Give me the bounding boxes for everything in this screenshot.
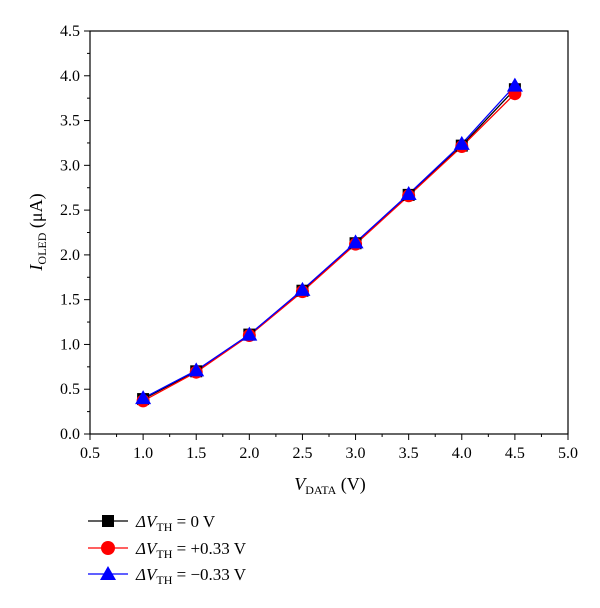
x-tick-label: 3.0 xyxy=(346,445,366,462)
y-tick-label: 4.5 xyxy=(60,23,80,40)
y-tick-label: 3.5 xyxy=(60,113,80,130)
x-axis-title-sub: DATA xyxy=(305,483,336,497)
data-point-triangle xyxy=(241,326,258,341)
x-axis-title-main: V xyxy=(294,474,307,494)
x-tick-label: 4.5 xyxy=(505,445,525,462)
y-tick-label: 2.5 xyxy=(60,202,80,219)
legend: ΔVTH = 0 V ΔVTH = +0.33 V ΔVTH = −0.33 V xyxy=(88,512,247,587)
y-axis-title: IOLED (μA) xyxy=(26,193,49,271)
legend-label-2: ΔVTH = −0.33 V xyxy=(135,565,247,587)
data-point-triangle xyxy=(135,390,152,405)
plot-area xyxy=(135,77,523,408)
legend-marker-triangle xyxy=(100,566,116,580)
data-point-triangle xyxy=(453,135,470,150)
x-tick-label: 1.0 xyxy=(133,445,153,462)
y-tick-label: 4.0 xyxy=(60,68,80,85)
data-point-triangle xyxy=(188,362,205,377)
axes: 0.5 1.0 1.5 2.0 2.5 3.0 3.5 4.0 4.5 5.00.00.51.01… xyxy=(60,23,578,462)
data-point-triangle xyxy=(347,234,364,249)
legend-label-0: ΔVTH = 0 V xyxy=(135,512,216,534)
y-tick-label: 1.5 xyxy=(60,292,80,309)
plot-frame xyxy=(89,30,569,435)
legend-marker-square xyxy=(102,515,114,527)
y-axis-title-main: I xyxy=(26,264,46,272)
y-tick-label: 0.0 xyxy=(60,426,80,443)
series-line-1 xyxy=(142,93,516,402)
y-tick-label: 0.5 xyxy=(60,381,80,398)
legend-entry-0: ΔVTH = 0 V xyxy=(88,512,216,534)
x-tick-label: 1.5 xyxy=(186,445,206,462)
y-axis-title-sub: OLED xyxy=(35,232,49,264)
series-line-2 xyxy=(142,85,516,399)
x-tick-label: 2.5 xyxy=(292,445,312,462)
y-tick-label: 3.0 xyxy=(60,157,80,174)
y-tick-label: 1.0 xyxy=(60,336,80,353)
y-axis-title-unit: (μA) xyxy=(26,193,47,232)
x-tick-label: 5.0 xyxy=(558,445,578,462)
data-point-triangle xyxy=(294,281,311,296)
x-tick-label: 4.0 xyxy=(452,445,472,462)
x-tick-label: 2.0 xyxy=(239,445,259,462)
x-tick-label: 3.5 xyxy=(399,445,419,462)
series-line-0 xyxy=(142,88,516,400)
legend-entry-1: ΔVTH = +0.33 V xyxy=(88,539,247,561)
x-axis-title: VDATA (V) xyxy=(294,474,366,497)
x-tick-label: 0.5 xyxy=(80,445,100,462)
x-axis-title-unit: (V) xyxy=(336,474,366,495)
data-point-triangle xyxy=(400,185,417,200)
data-point-triangle xyxy=(506,77,523,92)
legend-entry-2: ΔVTH = −0.33 V xyxy=(88,565,247,587)
y-tick-label: 2.0 xyxy=(60,247,80,264)
legend-marker-circle xyxy=(101,541,115,555)
legend-label-1: ΔVTH = +0.33 V xyxy=(135,539,247,561)
